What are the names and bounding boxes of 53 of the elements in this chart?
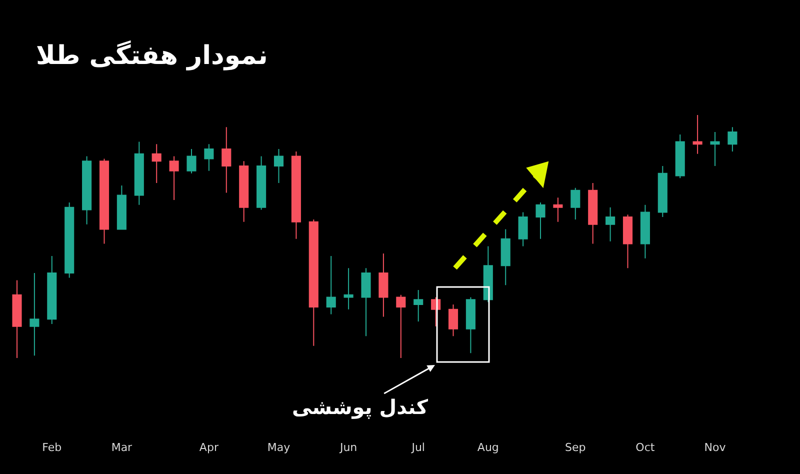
candlestick	[274, 148, 284, 184]
candlestick	[570, 187, 580, 220]
candlestick	[448, 304, 458, 337]
candlestick	[710, 132, 720, 167]
x-tick-label: Mar	[111, 441, 133, 454]
candlestick	[553, 197, 563, 222]
candlestick	[396, 294, 406, 358]
chart-title: نمودار هفتگی طلا	[36, 40, 268, 72]
candlestick	[256, 156, 266, 210]
candlestick	[466, 296, 476, 354]
candlestick	[622, 214, 633, 269]
candlestick	[64, 202, 74, 278]
x-tick-label: Jun	[338, 441, 358, 454]
candlestick	[518, 212, 528, 247]
candlestick	[414, 289, 424, 322]
candlestick	[483, 246, 493, 303]
candlestick	[658, 166, 668, 218]
x-tick-label: Nov	[704, 441, 726, 454]
candlestick	[606, 206, 616, 242]
candlestick	[204, 144, 214, 172]
candlestick	[222, 126, 232, 194]
candlestick	[640, 204, 650, 259]
candlestick	[588, 182, 598, 244]
candlestick	[30, 272, 40, 356]
candlestick	[186, 148, 196, 174]
candlestick	[361, 268, 371, 337]
candlestick	[326, 255, 336, 315]
candlestick	[239, 160, 249, 222]
candlestick	[536, 202, 546, 240]
candlestick	[47, 255, 57, 324]
candlestick	[500, 228, 510, 286]
candlestick	[134, 141, 144, 206]
x-tick-label: Jul	[410, 441, 425, 454]
x-tick-label: Apr	[199, 441, 219, 454]
candlestick	[169, 156, 179, 201]
x-tick-label: Aug	[477, 441, 499, 454]
candlestick	[675, 134, 685, 179]
candlestick	[152, 144, 162, 184]
candlestick	[344, 268, 354, 310]
x-tick-label: Feb	[42, 441, 62, 454]
candlestick	[308, 218, 318, 346]
candlestick	[728, 126, 738, 152]
candlestick	[378, 253, 388, 318]
text: کندل پوششی	[292, 395, 428, 419]
candlestick	[291, 150, 301, 240]
candlestick	[692, 114, 702, 154]
candlestick	[12, 280, 22, 358]
candlestick	[82, 156, 92, 225]
x-tick-label: Sep	[565, 441, 586, 454]
x-tick-label: Oct	[636, 441, 656, 454]
x-tick-label: May	[267, 441, 291, 454]
candlestick	[116, 184, 126, 230]
candlestick	[99, 158, 110, 244]
